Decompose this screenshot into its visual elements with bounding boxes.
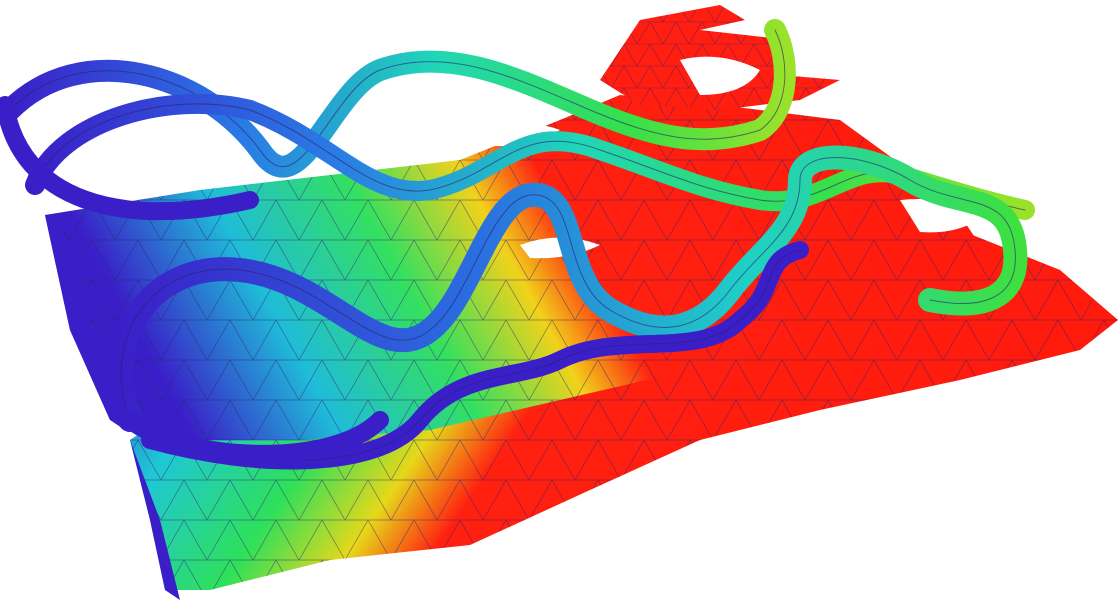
base-sheet <box>130 230 1118 600</box>
ribbon-lattice <box>0 19 1035 470</box>
